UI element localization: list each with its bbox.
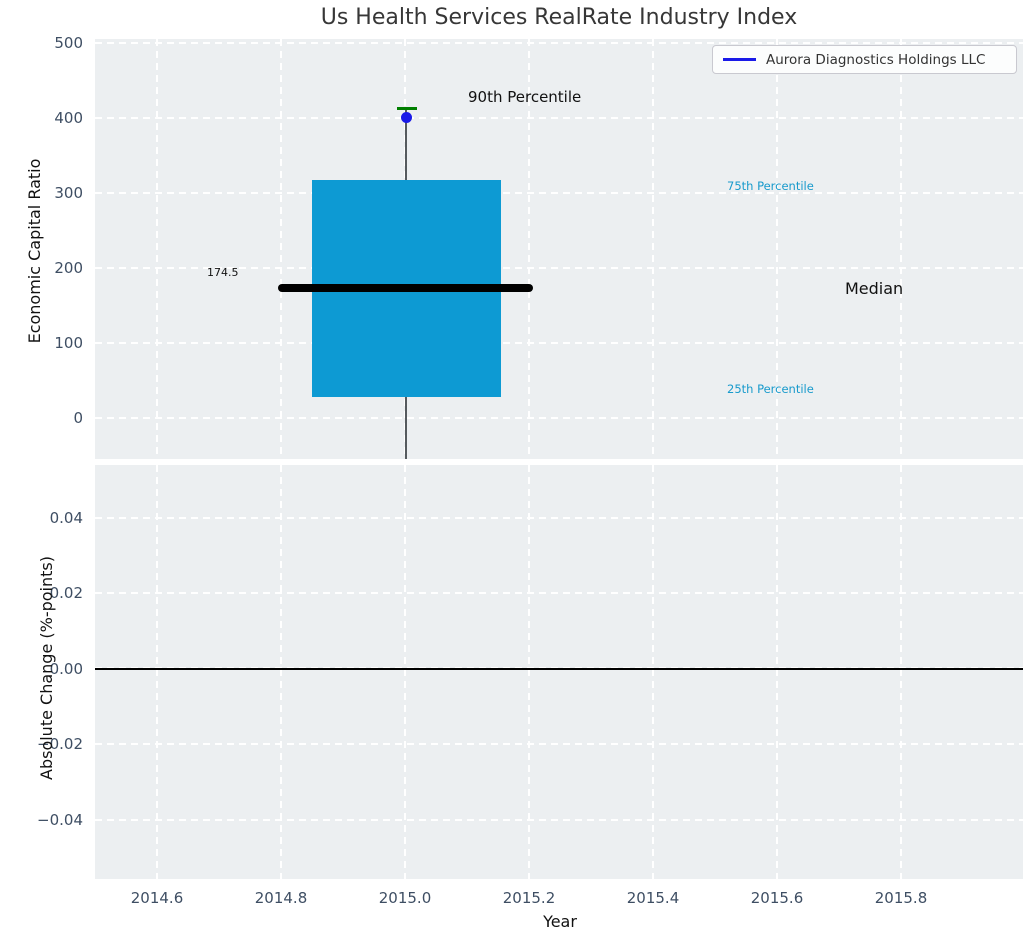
x-axis-label: Year (543, 912, 577, 931)
gridline (95, 517, 1023, 519)
xtick-label: 2015.4 (626, 889, 680, 907)
y-axis-label-top: Economic Capital Ratio (25, 158, 44, 344)
gridline (776, 39, 778, 459)
annotation-median: Median (845, 279, 904, 298)
gridline (528, 465, 530, 879)
xtick-label: 2014.8 (254, 889, 308, 907)
legend-label: Aurora Diagnostics Holdings LLC (766, 51, 986, 68)
gridline (156, 39, 158, 459)
gridline (95, 592, 1023, 594)
gridline (95, 42, 1023, 44)
ytick-label: 400 (54, 109, 83, 127)
gridline (95, 417, 1023, 419)
ytick-label: −0.04 (37, 811, 83, 829)
gridline (95, 267, 1023, 269)
gridline (776, 465, 778, 879)
annotation-75th-percentile: 75th Percentile (727, 179, 814, 193)
gridline (280, 39, 282, 459)
xtick-label: 2015.0 (378, 889, 432, 907)
gridline (156, 465, 158, 879)
ytick-label: 200 (54, 259, 83, 277)
gridline (652, 465, 654, 879)
gridline (652, 39, 654, 459)
xtick-label: 2015.2 (502, 889, 556, 907)
gridline (900, 39, 902, 459)
bottom-axes (95, 465, 1023, 879)
ytick-label: 0 (73, 409, 83, 427)
p90-cap-marker (397, 107, 417, 110)
chart-title: Us Health Services RealRate Industry Ind… (320, 5, 798, 30)
gridline (528, 39, 530, 459)
gridline (95, 192, 1023, 194)
xtick-label: 2015.8 (874, 889, 928, 907)
legend-line-swatch-icon (723, 58, 756, 61)
xtick-label: 2015.6 (750, 889, 804, 907)
gridline (404, 465, 406, 879)
gridline (900, 465, 902, 879)
top-axes: 90th Percentile 174.5 75th Percentile 25… (95, 39, 1023, 459)
gridline (95, 117, 1023, 119)
ytick-label: 0.04 (49, 509, 83, 527)
annotation-25th-percentile: 25th Percentile (727, 382, 814, 396)
gridline (280, 465, 282, 879)
ytick-label: 100 (54, 334, 83, 352)
gridline (95, 819, 1023, 821)
median-line (278, 284, 533, 292)
gridline (95, 342, 1023, 344)
gridline (95, 743, 1023, 745)
ytick-label: −0.02 (37, 735, 83, 753)
ytick-label: 500 (54, 34, 83, 52)
annotation-median-value: 174.5 (207, 266, 239, 279)
legend: Aurora Diagnostics Holdings LLC (712, 45, 1017, 74)
ytick-label: 300 (54, 184, 83, 202)
ytick-label: 0.02 (49, 584, 83, 602)
annotation-90th-percentile: 90th Percentile (468, 88, 582, 106)
zero-reference-line (95, 668, 1023, 670)
xtick-label: 2014.6 (130, 889, 184, 907)
y-axis-label-bottom: Absolute Change (%-points) (37, 556, 56, 780)
ytick-label: 0.00 (49, 660, 83, 678)
company-point-marker (401, 112, 412, 123)
